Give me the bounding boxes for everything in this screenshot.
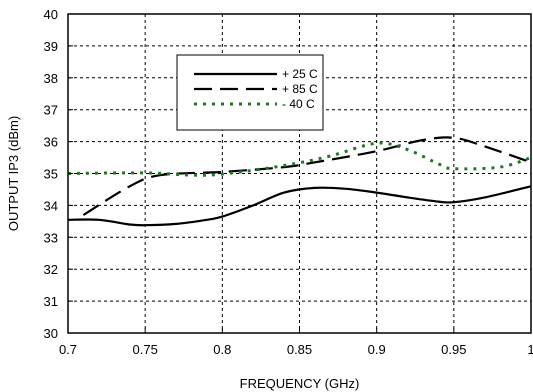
y-tick-label: 32 (44, 262, 58, 277)
y-tick-label: 30 (44, 326, 58, 341)
y-tick-label: 31 (44, 294, 58, 309)
axis-ticks: 0.7 0.75 0.8 0.85 0.9 0.95 1 30 31 32 33 34 35 36 37 38… (44, 7, 533, 357)
series-lines (67, 136, 532, 227)
x-tick-label: 0.85 (287, 342, 312, 357)
legend: + 25 C+ 85 C- 40 C (176, 54, 324, 131)
y-tick-label: 38 (44, 71, 58, 86)
y-tick-label: 34 (44, 198, 58, 213)
x-tick-label: 0.75 (133, 342, 158, 357)
series-line-1 (67, 185, 532, 227)
y-tick-label: 39 (44, 39, 58, 54)
legend-label-3: - 40 C (282, 97, 315, 111)
legend-label-2: + 85 C (282, 82, 318, 96)
y-tick-label: 40 (44, 7, 58, 22)
x-tick-label: 0.8 (213, 342, 231, 357)
x-axis-title: FREQUENCY (GHz) (240, 376, 360, 391)
y-tick-label: 33 (44, 230, 58, 245)
legend-label-1: + 25 C (282, 67, 318, 81)
legend-box (176, 54, 324, 131)
y-tick-label: 36 (44, 135, 58, 150)
x-tick-label: 0.7 (59, 342, 77, 357)
x-tick-label: 0.95 (441, 342, 466, 357)
series-line-2 (82, 136, 532, 216)
y-tick-label: 37 (44, 103, 58, 118)
x-tick-label: 0.9 (368, 342, 386, 357)
series-line-3 (67, 141, 532, 177)
grid (68, 14, 531, 333)
y-axis-title: OUTPUT IP3 (dBm) (6, 116, 21, 231)
y-tick-label: 35 (44, 167, 58, 182)
x-tick-label: 1 (527, 342, 533, 357)
